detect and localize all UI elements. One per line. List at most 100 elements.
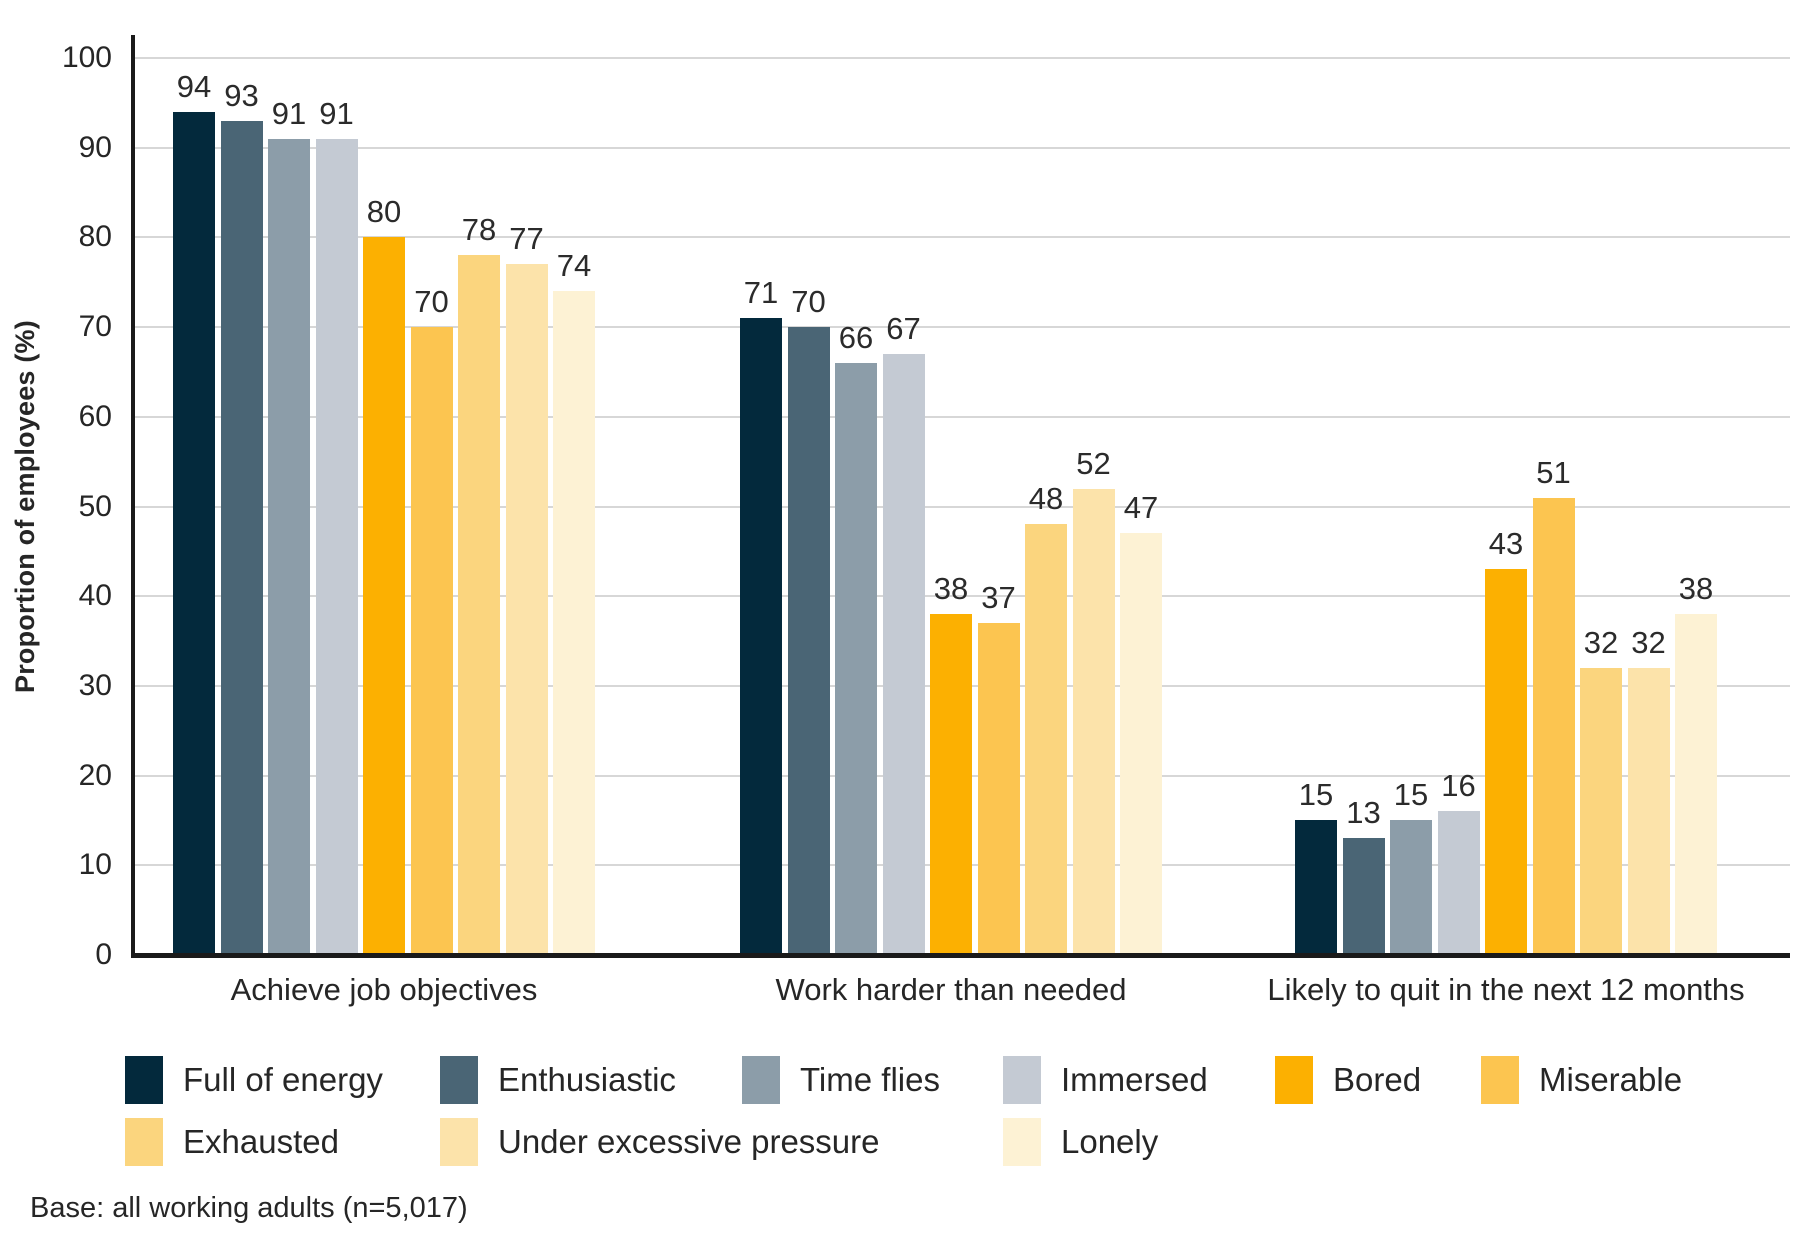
bar-under-excessive-pressure-work-harder-than-needed [1072,489,1115,955]
legend-item-miserable: Miserable [1481,1056,1682,1104]
bar-exhausted-likely-to-quit-in-the-next-12-months [1580,668,1622,955]
bar-value-label: 78 [461,212,497,247]
bar-value-label: 91 [271,96,307,131]
x-category-label-likely-to-quit-in-the-next-12-months: Likely to quit in the next 12 months [1267,972,1745,1007]
bar-value-label: 77 [509,221,544,256]
bar-full-of-energy-likely-to-quit-in-the-next-12-months [1295,820,1337,955]
legend-label: Immersed [1061,1061,1208,1098]
legend-swatch-time-flies [742,1056,780,1104]
legend-swatch-exhausted [125,1118,163,1166]
bar-enthusiastic-work-harder-than-needed [787,327,830,955]
y-tick-label: 0 [95,938,112,971]
bar-miserable-achieve-job-objectives [410,327,453,955]
y-tick-label: 70 [78,310,112,344]
bar-value-label: 52 [1076,446,1111,481]
legend-label: Time flies [800,1061,940,1098]
x-axis-line [131,953,1790,958]
bar-time-flies-achieve-job-objectives [268,139,310,955]
y-tick-label: 90 [78,130,112,164]
bar-value-label: 51 [1536,455,1571,490]
y-tick-label: 50 [78,489,112,523]
bar-value-label: 74 [556,248,592,283]
bar-value-label: 93 [224,78,259,113]
y-tick-label: 80 [78,220,112,254]
legend-label: Lonely [1061,1123,1159,1160]
bar-value-label: 48 [1028,481,1064,516]
legend-item-exhausted: Exhausted [125,1118,339,1166]
bar-value-label: 15 [1393,777,1429,812]
y-tick-label: 60 [78,399,112,433]
legend-swatch-under-excessive-pressure [440,1118,478,1166]
bar-miserable-likely-to-quit-in-the-next-12-months [1532,498,1575,955]
legend-swatch-immersed [1003,1056,1041,1104]
y-tick-label: 100 [61,41,112,74]
legend-swatch-bored [1275,1056,1313,1104]
bar-enthusiastic-likely-to-quit-in-the-next-12-months [1342,838,1385,955]
bar-under-excessive-pressure-likely-to-quit-in-the-next-12-months [1627,668,1670,955]
y-axis-line [131,35,135,958]
y-tick-label: 30 [78,668,112,702]
gridline [133,595,1790,598]
legend-item-bored: Bored [1275,1056,1421,1104]
bar-value-label: 94 [176,69,212,104]
legend-label: Under excessive pressure [498,1123,880,1160]
gridline [133,326,1790,329]
bar-value-label: 32 [1583,625,1619,660]
legend-label: Enthusiastic [498,1061,676,1098]
bar-full-of-energy-achieve-job-objectives [173,112,215,955]
bar-immersed-achieve-job-objectives [315,139,358,955]
legend-item-enthusiastic: Enthusiastic [440,1056,676,1104]
legend-item-immersed: Immersed [1003,1056,1208,1104]
legend-item-under-excessive-pressure: Under excessive pressure [440,1118,880,1166]
bar-lonely-work-harder-than-needed [1120,533,1162,955]
bar-value-label: 67 [886,311,921,346]
bar-bored-achieve-job-objectives [363,237,405,955]
bar-full-of-energy-work-harder-than-needed [740,318,782,955]
legend-swatch-lonely [1003,1118,1041,1166]
footnote: Base: all working adults (n=5,017) [30,1192,468,1224]
legend-item-full-of-energy: Full of energy [125,1056,383,1104]
y-tick-label: 40 [78,579,112,613]
legend-item-time-flies: Time flies [742,1056,940,1104]
y-tick-label: 20 [78,758,112,792]
legend-swatch-full-of-energy [125,1056,163,1104]
legend-item-lonely: Lonely [1003,1118,1158,1166]
bar-value-label: 38 [1678,571,1714,606]
bar-value-label: 13 [1346,795,1381,830]
legend-swatch-miserable [1481,1056,1519,1104]
bar-value-label: 91 [319,96,354,131]
gridline [133,415,1790,418]
bar-value-label: 70 [414,284,449,319]
bar-enthusiastic-achieve-job-objectives [220,121,263,955]
legend-label: Full of energy [183,1061,383,1098]
bar-value-label: 38 [933,571,969,606]
bar-bored-likely-to-quit-in-the-next-12-months [1485,569,1527,955]
legend-swatch-enthusiastic [440,1056,478,1104]
gridline [133,57,1790,59]
bar-value-label: 15 [1298,777,1334,812]
bar-value-label: 37 [981,580,1016,615]
y-tick-label: 10 [78,848,112,882]
gridline [133,505,1790,508]
x-category-label-work-harder-than-needed: Work harder than needed [775,972,1127,1007]
bar-bored-work-harder-than-needed [930,614,972,955]
bar-time-flies-work-harder-than-needed [835,363,877,955]
bar-value-label: 16 [1441,768,1476,803]
gridline [133,236,1790,239]
bar-lonely-likely-to-quit-in-the-next-12-months [1675,614,1717,955]
legend-label: Miserable [1539,1061,1683,1098]
bar-exhausted-achieve-job-objectives [458,255,500,955]
bar-time-flies-likely-to-quit-in-the-next-12-months [1390,820,1432,955]
x-category-label-achieve-job-objectives: Achieve job objectives [230,972,538,1007]
bar-value-label: 32 [1631,625,1666,660]
bar-exhausted-work-harder-than-needed [1025,524,1067,955]
legend-label: Exhausted [183,1123,339,1160]
bar-under-excessive-pressure-achieve-job-objectives [505,264,548,955]
bar-value-label: 70 [791,284,826,319]
bar-immersed-work-harder-than-needed [882,354,925,955]
legend-label: Bored [1333,1061,1422,1098]
bar-lonely-achieve-job-objectives [553,291,595,955]
bar-value-label: 80 [366,194,402,229]
